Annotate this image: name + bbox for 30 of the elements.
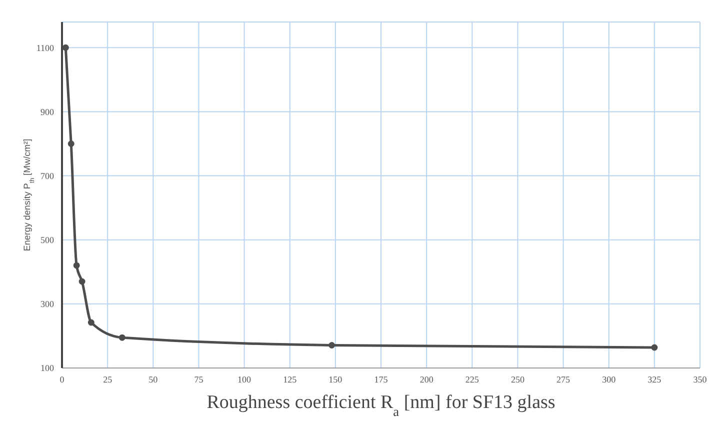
y-tick-label: 900 bbox=[40, 106, 54, 117]
x-tick-label: 225 bbox=[465, 374, 480, 384]
x-tick-label: 175 bbox=[374, 374, 388, 384]
point bbox=[88, 319, 94, 326]
x-tick-label: 150 bbox=[328, 374, 343, 384]
x-tick-label: 75 bbox=[194, 374, 204, 384]
x-tick-label: 25 bbox=[103, 374, 113, 384]
point bbox=[328, 342, 336, 349]
y-tick-label: 500 bbox=[40, 235, 54, 246]
x-tick-label: 275 bbox=[556, 374, 571, 384]
x-tick-label: 125 bbox=[283, 374, 298, 384]
x-tick-label: 0 bbox=[60, 374, 65, 384]
point bbox=[118, 334, 126, 341]
y-tick-label: 300 bbox=[40, 299, 54, 310]
x-tick-label: 100 bbox=[238, 374, 252, 384]
y-tick-label: 1100 bbox=[36, 42, 54, 53]
x-tick-label: 250 bbox=[510, 374, 525, 384]
x-tick-label: 50 bbox=[148, 374, 158, 384]
x-tick-label: 350 bbox=[693, 374, 708, 384]
point bbox=[78, 278, 86, 285]
point bbox=[68, 140, 74, 147]
y-tick-label: 100 bbox=[40, 363, 54, 374]
x-axis-title: Roughness coefficient R$_{a}$ [nm] for SF13 glass bbox=[206, 392, 556, 418]
x-tick-label: 325 bbox=[648, 374, 662, 384]
x-tick-label: 300 bbox=[602, 374, 616, 384]
point bbox=[651, 344, 658, 351]
point bbox=[62, 44, 69, 51]
x-tick-label: 200 bbox=[420, 374, 434, 384]
y-tick-label: 700 bbox=[40, 170, 54, 181]
point bbox=[73, 262, 80, 269]
